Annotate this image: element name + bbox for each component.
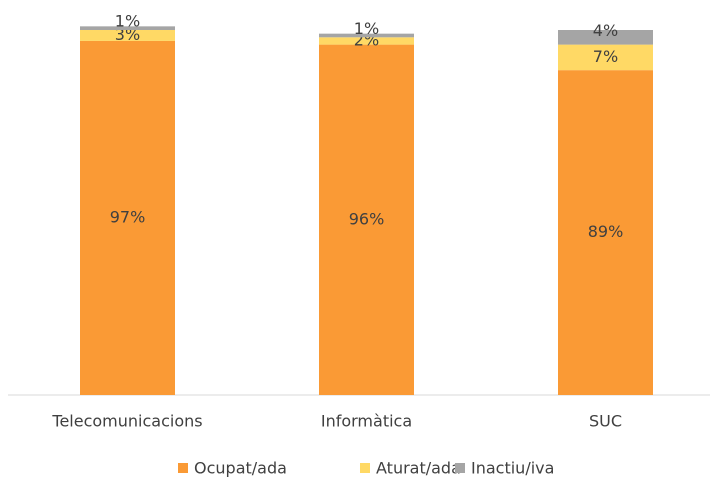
bar-segment	[558, 70, 653, 396]
legend-label: Inactiu/iva	[471, 459, 554, 478]
x-tick-label: Informàtica	[321, 412, 412, 431]
bar-segment	[558, 30, 653, 45]
legend-swatch	[455, 463, 465, 473]
data-label: 89%	[588, 222, 624, 241]
data-label: 7%	[593, 47, 618, 66]
bar-segment	[319, 33, 414, 38]
bar-segment	[80, 26, 175, 30]
data-label: 1%	[115, 12, 140, 31]
legend-swatch	[360, 463, 370, 473]
data-label: 97%	[110, 207, 146, 226]
data-label: 96%	[349, 209, 385, 228]
legend-label: Ocupat/ada	[194, 459, 287, 478]
bar-segment	[80, 40, 175, 395]
bar-segment	[319, 37, 414, 45]
bar-segment	[80, 30, 175, 41]
bar-segment	[319, 44, 414, 395]
data-label: 4%	[593, 21, 618, 40]
bar-segment	[558, 44, 653, 71]
data-label: 1%	[354, 19, 379, 38]
legend-label: Aturat/ada	[376, 459, 461, 478]
legend-swatch	[178, 463, 188, 473]
x-tick-label: SUC	[589, 412, 622, 431]
x-tick-label: Telecomunicacions	[51, 412, 202, 431]
